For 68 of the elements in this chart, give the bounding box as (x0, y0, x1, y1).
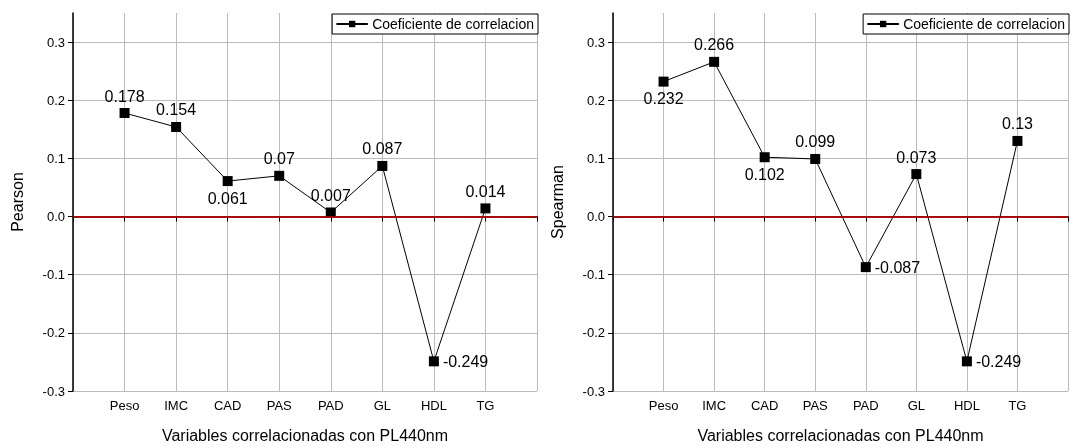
point (428, 356, 439, 367)
point (709, 56, 720, 67)
x-tick-label: Peso (648, 398, 679, 413)
point (377, 160, 388, 171)
x-tick-label: HDL (420, 398, 447, 413)
point (274, 170, 285, 181)
point (860, 262, 871, 273)
point (658, 76, 669, 87)
x-tick-label: CAD (750, 398, 779, 413)
x-tick-label: Peso (109, 398, 140, 413)
data-label: 0.087 (362, 140, 403, 158)
data-label: 0.061 (207, 189, 248, 207)
data-label: -0.249 (442, 352, 489, 370)
y-tick-label: 0.1 (586, 150, 605, 166)
x-tick-label: GL (373, 398, 392, 413)
point (961, 356, 972, 367)
y-tick-label: 0.0 (586, 209, 605, 225)
legend-label: Coeficiente de correlacion (372, 16, 535, 32)
point (759, 152, 770, 163)
y-tick-label: -0.2 (42, 325, 65, 341)
data-label: -0.087 (874, 258, 921, 276)
point (1012, 135, 1023, 146)
data-label: 0.007 (310, 186, 351, 204)
point (810, 153, 821, 164)
data-label: 0.099 (795, 133, 836, 151)
data-label: 0.014 (465, 182, 506, 200)
y-axis-title: Spearman (548, 165, 566, 239)
y-tick-label: -0.3 (42, 383, 65, 399)
point (222, 176, 233, 187)
data-label: 0.102 (744, 165, 785, 183)
legend-label: Coeficiente de correlacion (903, 16, 1066, 32)
x-axis-title: Variables correlacionadas con PL440nm (161, 426, 449, 444)
x-tick-label: PAD (317, 398, 344, 413)
x-tick-label: TG (1008, 398, 1027, 413)
y-tick-label: -0.3 (582, 383, 605, 399)
data-label: 0.07 (263, 150, 295, 168)
point (325, 207, 336, 218)
y-tick-label: 0.0 (46, 209, 65, 225)
data-label: -0.249 (975, 352, 1022, 370)
x-tick-label: TG (476, 398, 495, 413)
data-label: 0.13 (1001, 115, 1034, 133)
x-axis-title: Variables correlacionadas con PL440nm (697, 426, 984, 444)
x-tick-label: PAD (852, 398, 879, 413)
y-tick-label: -0.1 (42, 267, 65, 283)
x-tick-label: IMC (702, 398, 727, 413)
y-tick-label: 0.3 (46, 34, 65, 50)
x-tick-label: GL (907, 398, 926, 413)
data-label: 0.073 (896, 148, 937, 166)
y-tick-label: 0.2 (46, 92, 65, 108)
x-tick-label: IMC (164, 398, 189, 413)
data-label: 0.154 (156, 101, 197, 119)
y-tick-label: -0.1 (582, 267, 605, 283)
data-label: 0.178 (104, 87, 145, 105)
data-label: 0.232 (643, 90, 684, 108)
point (171, 121, 182, 132)
x-tick-label: PAS (802, 398, 829, 413)
y-tick-label: 0.2 (586, 92, 605, 108)
y-tick-label: -0.2 (582, 325, 605, 341)
point (119, 108, 130, 119)
y-tick-label: 0.1 (46, 150, 65, 166)
y-tick-label: 0.3 (586, 34, 605, 50)
point (911, 169, 922, 180)
y-axis-title: Pearson (8, 172, 26, 232)
x-tick-label: HDL (953, 398, 980, 413)
x-tick-label: PAS (266, 398, 293, 413)
x-tick-label: CAD (213, 398, 242, 413)
data-label: 0.266 (694, 36, 735, 54)
point (480, 203, 491, 214)
